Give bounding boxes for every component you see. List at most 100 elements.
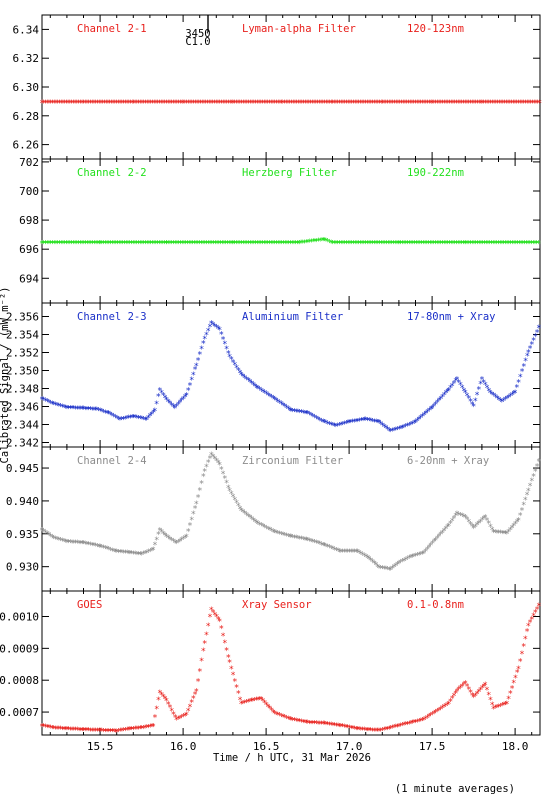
data-point: *	[97, 239, 102, 249]
data-point: *	[195, 677, 200, 687]
data-point: *	[217, 99, 222, 109]
data-point: *	[226, 654, 231, 664]
data-point: *	[217, 617, 222, 627]
data-point: *	[448, 384, 453, 394]
data-point: *	[108, 546, 113, 556]
data-point: *	[314, 237, 319, 247]
data-point: *	[121, 549, 126, 559]
data-point: *	[372, 239, 377, 249]
data-point: *	[111, 547, 116, 557]
data-point: *	[459, 239, 464, 249]
data-point: *	[402, 99, 407, 109]
data-point: *	[271, 708, 276, 718]
data-point: *	[422, 239, 427, 249]
data-point: *	[415, 417, 420, 427]
data-point: *	[48, 99, 53, 109]
data-point: *	[304, 99, 309, 109]
data-point: *	[252, 382, 257, 392]
data-point: *	[128, 414, 133, 424]
data-point: *	[240, 372, 245, 382]
data-point: *	[237, 99, 242, 109]
data-point: *	[220, 632, 225, 642]
data-point: *	[454, 687, 459, 697]
data-point: *	[254, 519, 259, 529]
data-point: *	[96, 407, 101, 417]
data-point: *	[237, 696, 242, 706]
data-point: *	[294, 717, 299, 727]
panel-label: Lyman-alpha Filter	[242, 23, 356, 35]
data-point: *	[271, 395, 276, 405]
data-point: *	[509, 684, 514, 694]
data-point: *	[255, 520, 260, 530]
data-point: *	[209, 451, 214, 461]
data-point: *	[466, 685, 471, 695]
data-point: *	[280, 713, 285, 723]
data-point: *	[227, 239, 232, 249]
data-point: *	[512, 389, 517, 399]
data-point: *	[485, 239, 490, 249]
data-point: *	[223, 239, 228, 249]
data-point: *	[416, 551, 421, 561]
data-point: *	[227, 659, 232, 669]
data-point: *	[249, 239, 254, 249]
data-point: *	[81, 540, 86, 550]
data-point: *	[428, 712, 433, 722]
data-point: *	[58, 725, 63, 735]
data-point: *	[147, 412, 152, 422]
data-point: *	[176, 239, 181, 249]
data-point: *	[110, 547, 115, 557]
data-point: *	[395, 560, 400, 570]
data-point: *	[113, 548, 118, 558]
data-point: *	[433, 709, 438, 719]
panel-4: 0.9300.9350.9400.945********************…	[6, 446, 542, 592]
data-point: *	[48, 399, 53, 409]
data-point: *	[158, 239, 163, 249]
series-1: ****************************************…	[39, 99, 542, 109]
data-point: *	[383, 565, 388, 575]
data-point: *	[517, 658, 522, 668]
data-point: *	[308, 719, 313, 729]
y-tick-label: 6.28	[13, 110, 40, 123]
data-point: *	[123, 726, 128, 736]
data-point: *	[446, 700, 451, 710]
data-point: *	[74, 239, 79, 249]
data-point: *	[222, 340, 227, 350]
data-point: *	[207, 454, 212, 464]
data-point: *	[395, 99, 400, 109]
data-point: *	[266, 391, 271, 401]
data-point: *	[185, 239, 190, 249]
data-point: *	[193, 99, 198, 109]
data-point: *	[119, 416, 124, 426]
data-point: *	[359, 417, 364, 427]
data-point: *	[290, 407, 295, 417]
data-point: *	[175, 715, 180, 725]
data-point: *	[284, 532, 289, 542]
data-point: *	[64, 404, 69, 414]
data-point: *	[531, 336, 536, 346]
data-point: *	[498, 702, 503, 712]
data-point: *	[50, 724, 55, 734]
data-point: *	[395, 426, 400, 436]
data-point: *	[304, 239, 309, 249]
data-point: *	[194, 687, 199, 697]
data-point: *	[202, 467, 207, 477]
data-point: *	[131, 725, 136, 735]
data-point: *	[50, 400, 55, 410]
data-point: *	[251, 516, 256, 526]
x-axis-label: Time / h UTC, 31 Mar 2026	[213, 752, 371, 764]
data-point: *	[167, 704, 172, 714]
data-point: *	[167, 99, 172, 109]
data-point: *	[98, 407, 103, 417]
data-point: *	[401, 239, 406, 249]
data-point: *	[462, 239, 467, 249]
data-point: *	[339, 99, 344, 109]
data-point: *	[291, 239, 296, 249]
data-point: *	[238, 700, 243, 710]
data-point: *	[415, 551, 420, 561]
data-point: *	[54, 535, 59, 545]
data-point: *	[372, 727, 377, 737]
data-point: *	[60, 403, 65, 413]
data-point: *	[264, 524, 269, 534]
data-point: *	[508, 690, 513, 700]
